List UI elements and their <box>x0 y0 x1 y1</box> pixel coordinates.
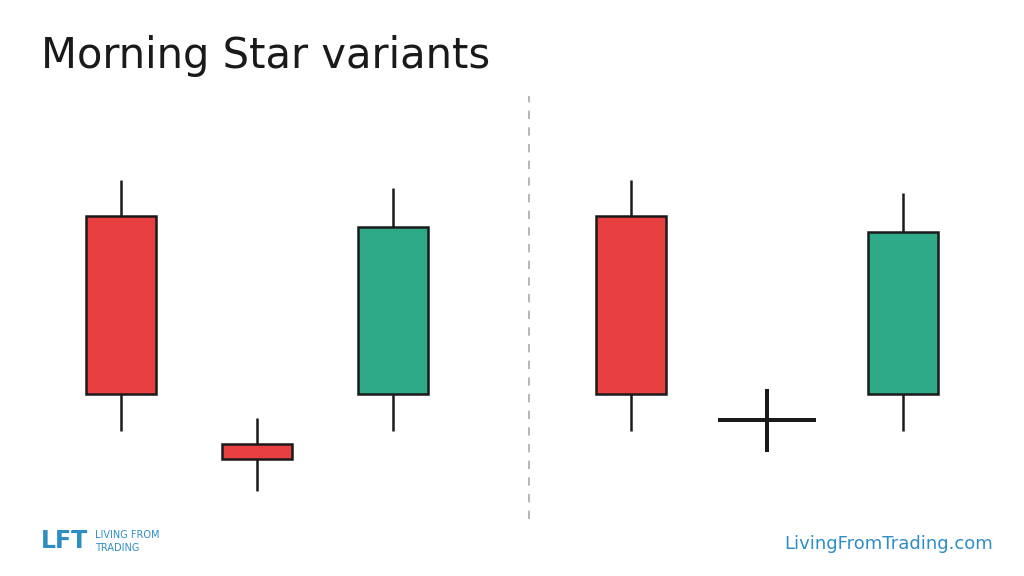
Bar <box>86 217 157 394</box>
Bar <box>596 217 666 394</box>
Text: Morning Star variants: Morning Star variants <box>41 35 490 77</box>
Text: LFT: LFT <box>41 529 88 553</box>
Bar <box>867 232 938 394</box>
Text: LivingFromTrading.com: LivingFromTrading.com <box>784 535 993 553</box>
Bar <box>222 444 292 460</box>
Bar <box>358 227 428 394</box>
Text: LIVING FROM
TRADING: LIVING FROM TRADING <box>95 530 160 553</box>
